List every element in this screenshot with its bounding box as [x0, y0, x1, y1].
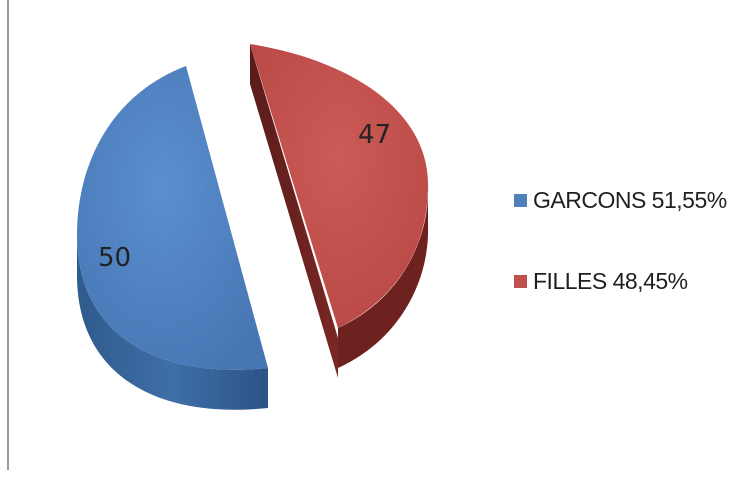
slice-filles-side-outer	[338, 185, 429, 368]
slice-filles-side	[250, 44, 338, 378]
slice-filles-top	[250, 44, 428, 328]
legend-label-filles: FILLES 48,45%	[533, 267, 688, 294]
data-label-filles: 47	[358, 120, 391, 150]
chart-legend: GARCONS 51,55% FILLES 48,45%	[514, 183, 740, 345]
slice-filles: 47	[250, 44, 429, 378]
slice-garcons-top	[77, 66, 268, 370]
legend-item-garcons: GARCONS 51,55%	[514, 183, 740, 217]
legend-swatch-filles	[514, 274, 527, 288]
slice-garcons: 50	[77, 66, 268, 410]
legend-swatch-garcons	[514, 193, 527, 207]
data-label-garcons: 50	[98, 243, 131, 273]
slice-garcons-side	[77, 235, 268, 410]
left-border-line	[7, 0, 9, 470]
legend-label-garcons: GARCONS 51,55%	[533, 186, 727, 213]
legend-item-filles: FILLES 48,45%	[514, 264, 740, 298]
